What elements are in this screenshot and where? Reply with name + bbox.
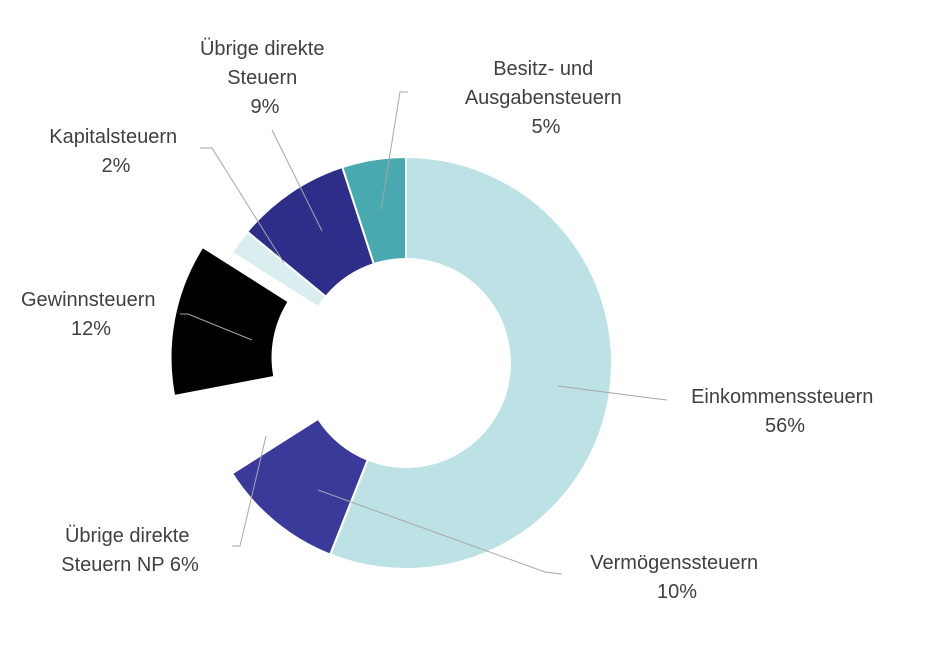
donut-slices	[169, 155, 613, 570]
leader-line-gewinn	[180, 313, 253, 341]
label-einkommen: Einkommenssteuern 56%	[691, 386, 879, 437]
label-vermoegen: Vermögenssteuern 10%	[590, 552, 763, 603]
label-kapital: Kapitalsteuern 2%	[49, 126, 182, 177]
leader-line-vermoegen	[317, 489, 563, 575]
slice-2	[202, 381, 320, 475]
slice-3	[169, 245, 291, 398]
leader-line-uebrige	[271, 129, 323, 232]
slice-0	[328, 155, 613, 570]
label-gewinn: Gewinnsteuern 12%	[21, 289, 161, 340]
leader-line-uebrige-np	[232, 435, 267, 547]
slice-6	[341, 155, 407, 266]
leader-line-besitz	[380, 91, 408, 211]
label-uebrige-np: Übrige direkte Steuern NP 6%	[61, 525, 199, 576]
label-uebrige: Übrige direkte Steuern 9%	[200, 38, 330, 118]
leader-line-kapital	[200, 147, 285, 264]
leader-lines	[180, 91, 668, 575]
label-besitz: Besitz- und Ausgabensteuern 5%	[465, 58, 627, 138]
leader-line-einkommen	[557, 385, 668, 401]
